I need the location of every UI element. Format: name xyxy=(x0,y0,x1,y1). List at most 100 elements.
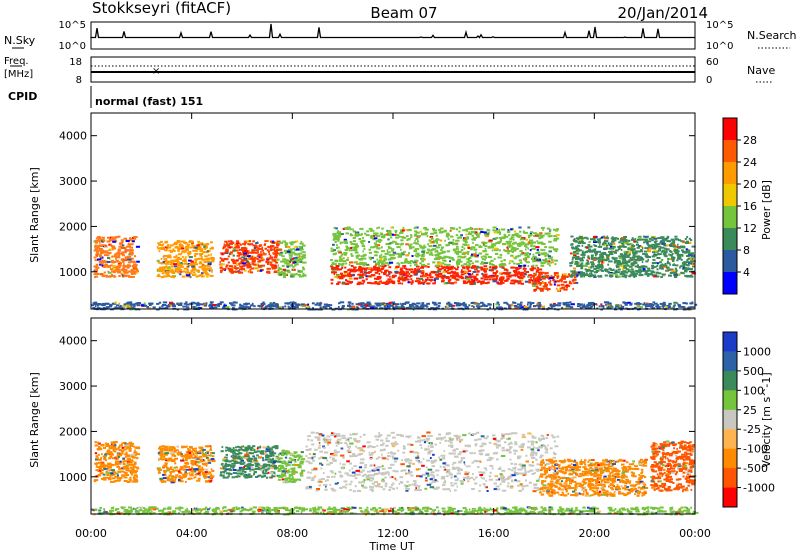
scatter-cell xyxy=(492,272,497,274)
scatter-cell xyxy=(199,303,204,306)
scatter-cell xyxy=(554,259,558,262)
scatter-cell xyxy=(360,269,364,272)
scatter-cell xyxy=(341,262,345,265)
scatter-cell xyxy=(188,256,193,259)
scatter-cell xyxy=(114,236,119,239)
scatter-cell xyxy=(166,305,169,307)
scatter-cell xyxy=(469,263,472,266)
scatter-cell xyxy=(579,257,584,260)
scatter-cell xyxy=(436,266,439,269)
scatter-cell xyxy=(395,303,400,306)
scatter-cell xyxy=(604,274,608,277)
scatter-cell xyxy=(108,469,111,472)
scatter-cell xyxy=(97,239,100,242)
scatter-cell xyxy=(641,250,644,253)
scatter-cell xyxy=(164,266,169,269)
scatter-cell xyxy=(674,235,678,238)
scatter-cell xyxy=(428,239,432,242)
scatter-cell xyxy=(188,251,192,253)
scatter-cell xyxy=(194,302,197,305)
scatter-cell xyxy=(184,465,187,468)
scatter-cell xyxy=(293,306,297,308)
scatter-cell xyxy=(204,472,207,475)
scatter-cell xyxy=(205,457,209,459)
scatter-cell xyxy=(677,273,680,276)
scatter-cell xyxy=(195,464,199,467)
colorbar-swatch xyxy=(723,162,737,185)
scatter-cell xyxy=(481,272,484,275)
scatter-cell xyxy=(661,304,666,307)
scatter-cell xyxy=(494,266,497,269)
scatter-cell xyxy=(687,261,690,264)
scatter-cell xyxy=(622,272,626,275)
scatter-cell xyxy=(157,247,161,250)
scatter-cell xyxy=(645,256,649,259)
scatter-cell xyxy=(103,254,109,257)
scatter-cell xyxy=(599,237,602,240)
scatter-cell xyxy=(351,302,354,305)
scatter-cell xyxy=(112,255,117,258)
scatter-cell xyxy=(627,247,632,250)
scatter-cell xyxy=(186,462,189,465)
scatter-cell xyxy=(164,241,168,244)
scatter-cell xyxy=(294,259,298,262)
scatter-cell xyxy=(586,262,590,265)
scatter-cell xyxy=(281,265,285,267)
scatter-cell xyxy=(126,457,131,460)
scatter-cell xyxy=(435,270,439,273)
scatter-cell xyxy=(508,240,513,243)
scatter-cell xyxy=(173,265,178,268)
scatter-cell xyxy=(615,304,620,307)
scatter-cell xyxy=(643,238,648,241)
scatter-cell xyxy=(563,288,568,291)
scatter-cell xyxy=(362,237,364,239)
scatter-cell xyxy=(376,227,378,230)
scatter-cell xyxy=(433,244,437,247)
scatter-cell xyxy=(212,304,217,306)
scatter-cell xyxy=(276,240,281,243)
scatter-cell xyxy=(410,243,413,246)
scatter-cell xyxy=(546,276,551,279)
scatter-cell xyxy=(539,241,544,244)
scatter-cell xyxy=(684,266,687,269)
scatter-cell xyxy=(475,273,479,276)
scatter-cell xyxy=(453,277,456,280)
scatter-cell xyxy=(119,444,123,447)
scatter-cell xyxy=(160,240,163,243)
scatter-cell xyxy=(580,265,583,268)
scatter-cell xyxy=(121,253,125,256)
scatter-cell xyxy=(387,258,392,261)
scatter-cell xyxy=(184,453,187,456)
scatter-cell xyxy=(644,305,647,308)
scatter-cell xyxy=(632,252,637,255)
scatter-cell xyxy=(161,458,164,461)
scatter-cell xyxy=(528,236,531,239)
scatter-cell xyxy=(470,255,474,257)
scatter-cell xyxy=(95,269,99,271)
scatter-cell xyxy=(598,275,603,278)
scatter-cell xyxy=(389,275,391,278)
scatter-cell xyxy=(593,248,597,251)
scatter-cell xyxy=(301,251,306,254)
scatter-cell xyxy=(506,269,509,272)
scatter-cell xyxy=(162,458,165,461)
scatter-cell xyxy=(169,449,174,452)
scatter-cell xyxy=(576,305,580,308)
scatter-cell xyxy=(282,306,284,309)
scatter-cell xyxy=(194,463,197,466)
scatter-cell xyxy=(353,240,356,243)
scatter-cell xyxy=(387,232,392,235)
scatter-cell xyxy=(196,244,200,247)
freq-tick-bottom: 8 xyxy=(76,75,82,86)
scatter-cell xyxy=(376,266,379,269)
scatter-cell xyxy=(262,253,267,256)
scatter-cell xyxy=(109,456,112,459)
scatter-cell xyxy=(290,257,294,260)
scatter-cell xyxy=(480,301,484,304)
scatter-cell xyxy=(123,237,127,240)
scatter-cell xyxy=(257,264,261,267)
scatter-cell xyxy=(623,274,628,277)
scatter-cell xyxy=(488,239,493,242)
scatter-cell xyxy=(301,305,306,308)
scatter-cell xyxy=(601,260,604,263)
